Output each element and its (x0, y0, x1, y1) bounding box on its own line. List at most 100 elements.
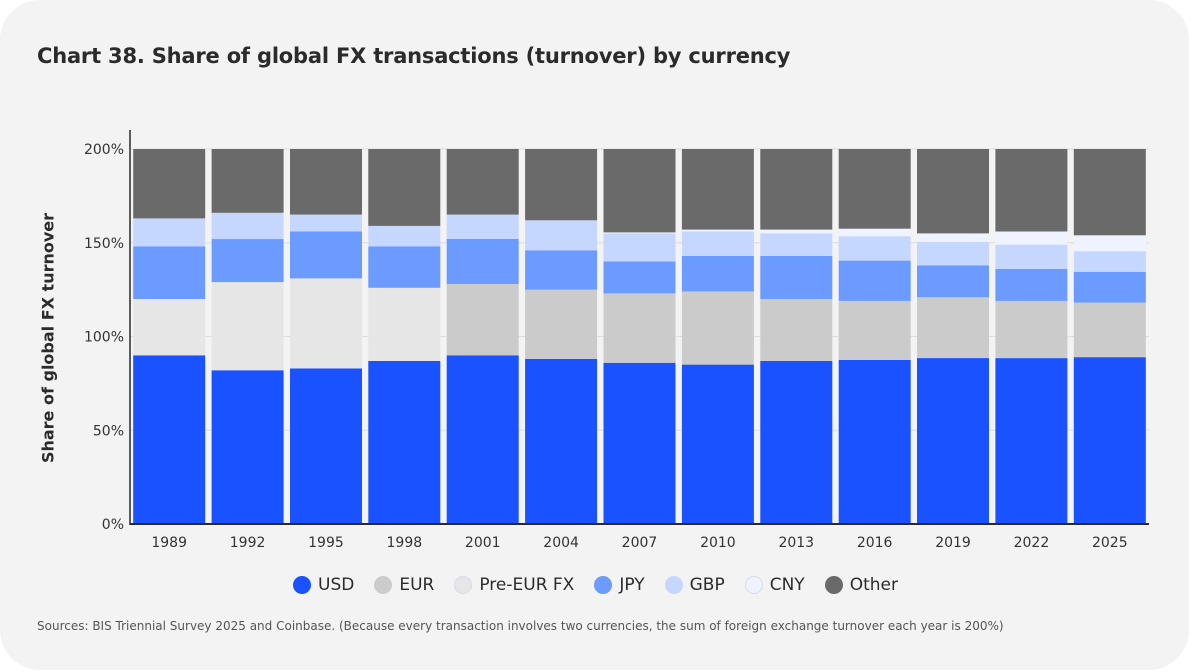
bar-segment-usd (838, 359, 911, 524)
bar-segment-other (290, 149, 362, 215)
bar-segment-pre-eur-fx (290, 278, 362, 369)
bar-segment-other (1073, 149, 1146, 236)
bar-segment-usd (133, 355, 206, 525)
bar-segment-usd (681, 364, 754, 524)
bar-segment-pre-eur-fx (368, 287, 441, 361)
legend-label: Pre-EUR FX (479, 575, 575, 595)
x-tick-label: 2022 (1014, 535, 1050, 551)
x-tick-label: 1998 (387, 535, 423, 551)
bar-segment-gbp (525, 220, 598, 251)
x-tick-label: 2004 (543, 535, 579, 551)
bar-segment-jpy (917, 265, 989, 298)
legend-item: CNY (744, 575, 805, 595)
bar-segment-gbp (603, 233, 676, 262)
bar-segment-cny (1073, 235, 1146, 252)
bar-segment-other (838, 149, 911, 229)
bar-segment-jpy (603, 261, 676, 294)
bar-segment-usd (525, 359, 598, 524)
bar-segment-eur (917, 297, 989, 358)
x-tick-label: 1992 (230, 535, 266, 551)
x-tick-label: 2007 (622, 535, 658, 551)
bar-segment-jpy (525, 250, 598, 290)
bar-segment-cny (838, 228, 911, 237)
y-tick-label: 0% (102, 517, 124, 533)
legend-label: GBP (689, 575, 725, 595)
legend-swatch (824, 576, 843, 594)
bar-segment-pre-eur-fx (211, 282, 284, 371)
bar-segment-eur (995, 300, 1068, 359)
x-tick-label: 2025 (1092, 535, 1128, 551)
source-note: Sources: BIS Triennial Survey 2025 and C… (37, 619, 1004, 633)
bar-segment-usd (368, 360, 441, 524)
bar-segment-usd (1073, 357, 1146, 524)
bar-segment-gbp (1073, 251, 1146, 272)
legend-swatch (454, 576, 473, 594)
bar-segment-other (133, 149, 206, 219)
bar-segment-gbp (917, 241, 989, 266)
bar-segment-other (917, 149, 989, 234)
bar-segment-other (681, 149, 754, 230)
bar-segment-other (760, 149, 833, 230)
bar-segment-other (603, 149, 676, 233)
bar-segment-pre-eur-fx (133, 299, 206, 356)
x-tick-label: 1995 (308, 535, 344, 551)
bar-segment-eur (1073, 302, 1146, 358)
bar-segment-gbp (760, 233, 833, 256)
bar-segment-eur (838, 300, 911, 360)
bar-segment-usd (995, 358, 1068, 524)
bar-segment-other (446, 149, 519, 215)
legend-label: EUR (399, 575, 435, 595)
legend-item: GBP (664, 575, 725, 595)
bar-segment-jpy (368, 246, 441, 288)
bar-segment-cny (760, 229, 833, 234)
bar-segment-usd (446, 355, 519, 525)
chart-title: Chart 38. Share of global FX transaction… (37, 44, 791, 68)
x-tick-label: 2016 (857, 535, 893, 551)
bar-segment-cny (995, 231, 1068, 245)
legend-label: JPY (619, 575, 645, 595)
legend-label: CNY (769, 575, 805, 595)
bar-segment-usd (211, 370, 284, 525)
bar-segment-jpy (446, 239, 519, 284)
legend-swatch (744, 576, 763, 594)
legend: USD EUR Pre-EUR FX JPY GBP CNY Other (0, 575, 1191, 595)
legend-swatch (374, 576, 393, 594)
legend-item: JPY (594, 575, 645, 595)
bar-segment-usd (603, 362, 676, 525)
bar-segment-cny (603, 232, 676, 234)
bar-segment-usd (917, 358, 989, 524)
legend-item: Other (824, 575, 898, 595)
x-tick-label: 2001 (465, 535, 501, 551)
x-tick-label: 2010 (700, 535, 736, 551)
bar-segment-eur (603, 293, 676, 363)
y-tick-label: 100% (84, 330, 124, 346)
bar-segment-cny (681, 229, 754, 232)
bar-segment-gbp (211, 212, 284, 240)
bar-segment-jpy (760, 255, 833, 299)
bar-segment-cny (917, 233, 989, 242)
bar-segment-gbp (133, 218, 206, 247)
bar-segment-gbp (290, 214, 362, 232)
bar-segment-jpy (1073, 271, 1146, 303)
bar-segment-jpy (995, 269, 1068, 301)
legend-item: USD (293, 575, 354, 595)
bar-segment-eur (681, 291, 754, 365)
x-tick-label: 1989 (151, 535, 187, 551)
bar-segment-eur (525, 289, 598, 359)
bar-segment-other (368, 149, 441, 226)
legend-item: Pre-EUR FX (454, 575, 574, 595)
legend-label: Other (849, 575, 898, 595)
legend-label: USD (318, 575, 355, 595)
bar-segment-jpy (838, 260, 911, 301)
legend-swatch (594, 576, 613, 594)
bar-segment-jpy (290, 231, 362, 279)
bar-segment-usd (290, 368, 362, 524)
bar-segment-usd (760, 360, 833, 524)
x-tick-label: 2013 (778, 535, 814, 551)
legend-swatch (293, 576, 312, 594)
bar-segment-gbp (681, 231, 754, 256)
bar-segment-eur (446, 284, 519, 356)
bar-segment-gbp (446, 214, 519, 239)
bar-segment-gbp (368, 225, 441, 247)
x-tick-label: 2019 (935, 535, 971, 551)
